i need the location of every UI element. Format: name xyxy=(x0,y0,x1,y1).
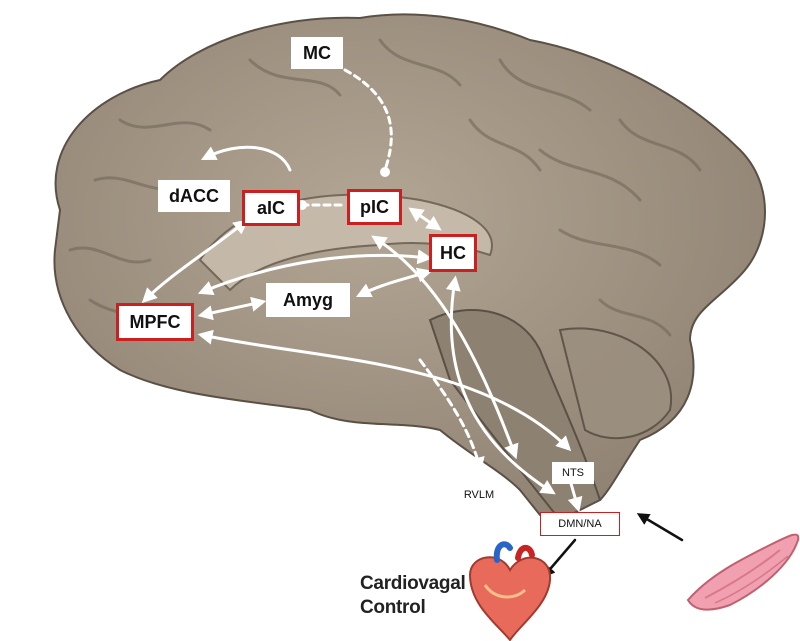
heart-icon xyxy=(468,541,552,641)
muscle-icon xyxy=(686,533,800,611)
caption-line-2: Control xyxy=(360,597,426,618)
dacc-label: dACC xyxy=(158,180,230,212)
dmn-na-label: DMN/NA xyxy=(540,512,620,536)
rvlm-label: RVLM xyxy=(454,484,504,506)
pic-label: pIC xyxy=(347,189,402,225)
caption-line-1: Cardiovagal xyxy=(360,573,466,594)
dashed-end-dot xyxy=(380,167,390,177)
output-arrows xyxy=(542,513,684,578)
aic-label: aIC xyxy=(242,190,300,226)
cardiovagal-control-caption: Cardiovagal Control xyxy=(360,572,466,620)
mc-label: MC xyxy=(291,37,343,69)
amyg-label: Amyg xyxy=(266,283,350,317)
nts-label: NTS xyxy=(552,462,594,484)
connection-arrows xyxy=(141,68,583,513)
hc-label: HC xyxy=(429,234,477,272)
mpfc-label: MPFC xyxy=(116,303,194,341)
